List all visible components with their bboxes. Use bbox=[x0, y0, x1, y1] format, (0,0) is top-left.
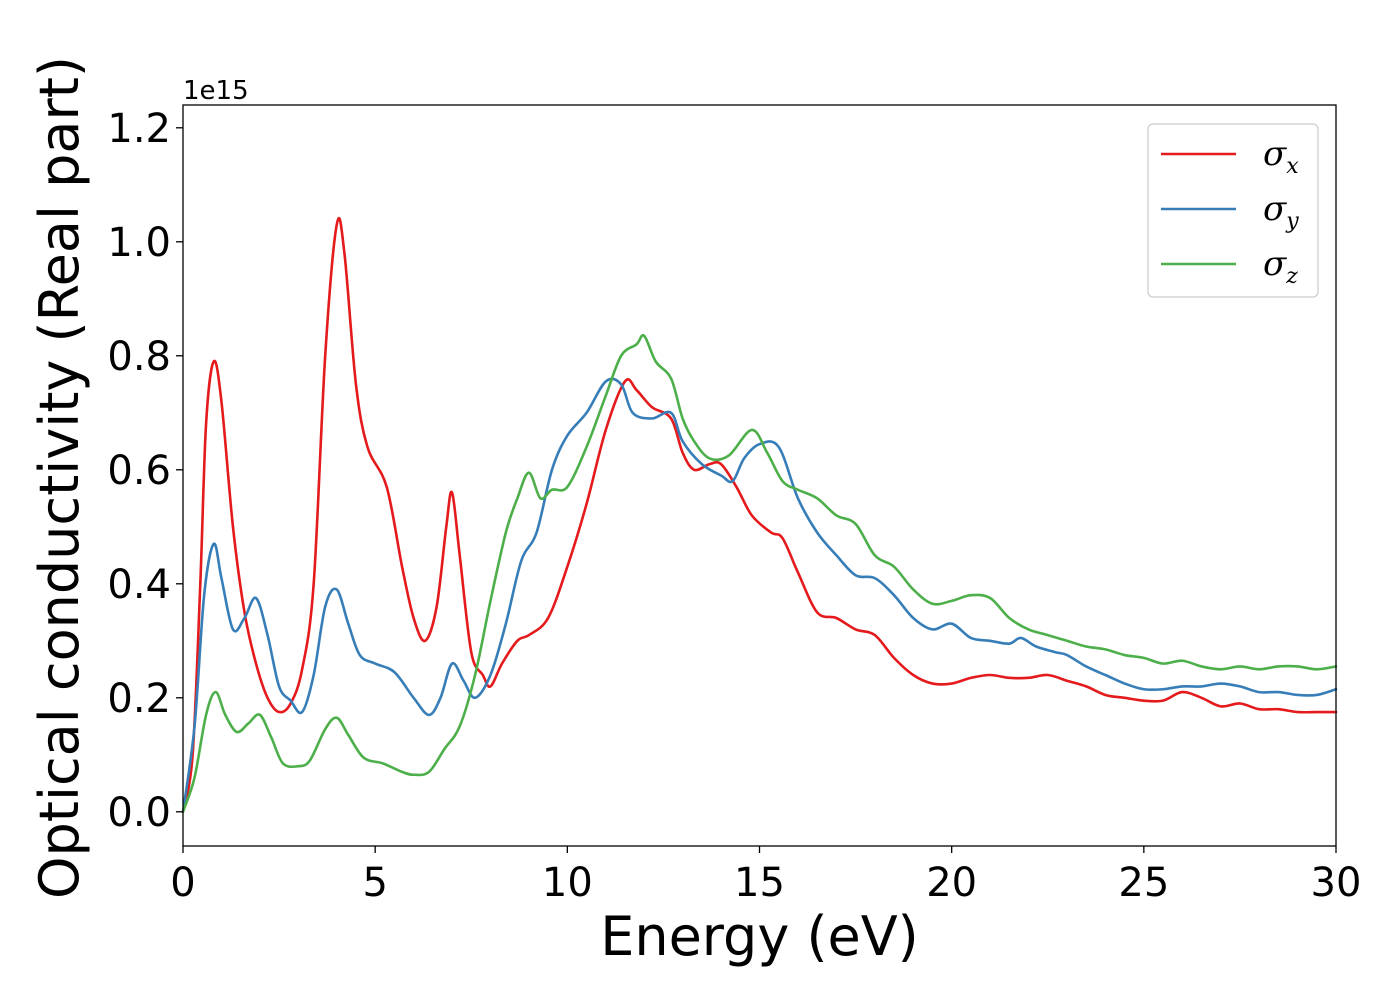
y-tick-label: 0.8 bbox=[107, 334, 171, 380]
y-tick-label: 0.0 bbox=[107, 790, 171, 836]
ticks-layer: 0 5 10 15 20 25 30 0.0 0.2 0.4 0.6 0.8 1.0 1.2 bbox=[107, 106, 1361, 906]
series-line-z bbox=[181, 333, 1338, 814]
series-layer bbox=[181, 216, 1338, 814]
legend-subscript: y bbox=[1285, 209, 1299, 234]
y-scale-offset-label: 1e15 bbox=[183, 76, 249, 106]
x-tick-label: 20 bbox=[926, 860, 977, 906]
y-tick-label: 0.4 bbox=[107, 562, 171, 608]
legend-label-x: σx bbox=[1263, 134, 1299, 179]
legend-subscript: x bbox=[1286, 154, 1299, 179]
legend-label-y: σy bbox=[1263, 189, 1299, 234]
y-axis-title: Optical conductivity (Real part) bbox=[28, 56, 91, 899]
series-line-y bbox=[181, 377, 1338, 814]
y-tick-label: 0.6 bbox=[107, 448, 171, 494]
legend-symbol: σ bbox=[1263, 134, 1287, 174]
legend-symbol: σ bbox=[1263, 244, 1287, 284]
x-axis-title: Energy (eV) bbox=[600, 905, 919, 968]
x-tick-label: 10 bbox=[542, 860, 593, 906]
x-tick-label: 15 bbox=[734, 860, 785, 906]
x-tick-label: 5 bbox=[362, 860, 387, 906]
x-tick-label: 25 bbox=[1118, 860, 1169, 906]
legend-subscript: z bbox=[1285, 264, 1298, 289]
x-tick-label: 30 bbox=[1311, 860, 1362, 906]
y-tick-label: 0.2 bbox=[107, 676, 171, 722]
y-tick-label: 1.2 bbox=[107, 106, 171, 152]
y-tick-label: 1.0 bbox=[107, 220, 171, 266]
legend-label-z: σz bbox=[1263, 244, 1298, 289]
x-tick-label: 0 bbox=[170, 860, 195, 906]
series-line-x bbox=[181, 216, 1338, 814]
legend-box bbox=[1147, 123, 1319, 298]
legend-symbol: σ bbox=[1263, 189, 1287, 229]
